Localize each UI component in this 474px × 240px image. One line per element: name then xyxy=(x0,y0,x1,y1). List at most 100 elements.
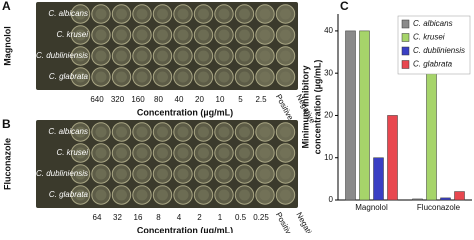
well-inner xyxy=(95,126,107,138)
well-inner xyxy=(259,71,271,83)
concentration-label: 320 xyxy=(111,95,125,104)
well-inner xyxy=(177,168,189,180)
well-inner xyxy=(75,189,86,201)
y-axis-label: concentration (µg/mL) xyxy=(312,60,322,155)
well-inner xyxy=(198,189,209,201)
concentration-label: 8 xyxy=(156,213,161,222)
bar xyxy=(359,30,370,201)
y-axis-label: Minimum inhibitory xyxy=(300,66,310,149)
well-inner xyxy=(239,189,250,201)
x-axis-label: Concentration (µg/mL) xyxy=(137,107,233,117)
concentration-label: 16 xyxy=(134,213,143,222)
strain-label: C. albicans xyxy=(48,9,88,18)
well-inner xyxy=(95,71,107,83)
concentration-label: 2 xyxy=(197,213,202,222)
well-inner xyxy=(177,126,189,138)
well-inner xyxy=(280,29,291,41)
well-inner xyxy=(218,8,230,20)
panel-label: B xyxy=(2,117,11,131)
well-inner xyxy=(280,126,291,138)
well-inner xyxy=(280,50,291,62)
legend-label: C. dubliniensis xyxy=(413,46,465,55)
x-tick-label: Fluconazole xyxy=(417,203,461,212)
legend-label: C. krusei xyxy=(413,33,445,42)
concentration-label: 5 xyxy=(238,95,243,104)
concentration-label: 40 xyxy=(175,95,184,104)
well-inner xyxy=(259,126,271,138)
well-inner xyxy=(95,189,107,201)
well-inner xyxy=(177,147,189,159)
well-inner xyxy=(218,168,230,180)
control-label: Positive xyxy=(274,93,295,122)
strain-label: C. albicans xyxy=(48,127,88,136)
legend-label: C. albicans xyxy=(413,19,453,28)
well-inner xyxy=(116,71,127,83)
drug-label: Magnolol xyxy=(2,26,12,66)
well-inner xyxy=(157,71,168,83)
well-inner xyxy=(116,50,127,62)
y-tick-label: 30 xyxy=(324,68,333,77)
well-inner xyxy=(116,29,127,41)
well-inner xyxy=(157,147,168,159)
legend-box xyxy=(397,15,471,75)
concentration-label: 1 xyxy=(218,213,223,222)
well-inner xyxy=(177,8,189,20)
well-inner xyxy=(136,126,148,138)
y-tick-label: 10 xyxy=(324,153,333,162)
y-tick-label: 0 xyxy=(329,195,334,204)
x-tick-label: Magnolol xyxy=(355,203,388,212)
well-inner xyxy=(95,168,107,180)
well-inner xyxy=(75,29,86,41)
well-inner xyxy=(116,147,127,159)
well-inner xyxy=(136,8,148,20)
well-inner xyxy=(239,168,250,180)
well-inner xyxy=(95,147,107,159)
well-inner xyxy=(116,189,127,201)
bar xyxy=(454,191,465,201)
well-inner xyxy=(259,50,271,62)
x-axis-label: Concentration (µg/mL) xyxy=(137,225,233,233)
well-inner xyxy=(280,147,291,159)
well-inner xyxy=(157,126,168,138)
well-inner xyxy=(177,50,189,62)
bar xyxy=(373,157,384,201)
well-inner xyxy=(239,71,250,83)
well-inner xyxy=(239,147,250,159)
well-inner xyxy=(75,126,86,138)
well-inner xyxy=(259,168,271,180)
concentration-label: 20 xyxy=(195,95,204,104)
well-inner xyxy=(136,147,148,159)
concentration-label: 640 xyxy=(90,95,104,104)
y-tick-label: 40 xyxy=(324,26,333,35)
well-inner xyxy=(259,29,271,41)
well-inner xyxy=(95,29,107,41)
panel-label: C xyxy=(340,0,349,13)
bar xyxy=(387,115,398,201)
well-inner xyxy=(218,29,230,41)
legend-swatch xyxy=(401,46,410,56)
well-inner xyxy=(218,50,230,62)
y-tick-label: 20 xyxy=(324,111,333,120)
well-inner xyxy=(239,29,250,41)
well-inner xyxy=(136,168,148,180)
well-inner xyxy=(116,168,127,180)
strain-label: C. glabrata xyxy=(49,72,89,81)
legend-swatch xyxy=(401,33,410,42)
panel-label: A xyxy=(2,0,11,13)
well-inner xyxy=(280,71,291,83)
concentration-label: 80 xyxy=(154,95,163,104)
well-inner xyxy=(95,50,107,62)
well-inner xyxy=(218,126,230,138)
concentration-label: 0.5 xyxy=(235,213,247,222)
concentration-label: 64 xyxy=(93,213,102,222)
well-inner xyxy=(198,147,209,159)
legend-label: C. glabrata xyxy=(413,60,453,69)
well-inner xyxy=(198,168,209,180)
well-inner xyxy=(280,8,291,20)
well-inner xyxy=(157,168,168,180)
well-inner xyxy=(198,126,209,138)
well-inner xyxy=(136,189,148,201)
well-inner xyxy=(239,126,250,138)
well-inner xyxy=(75,168,86,180)
